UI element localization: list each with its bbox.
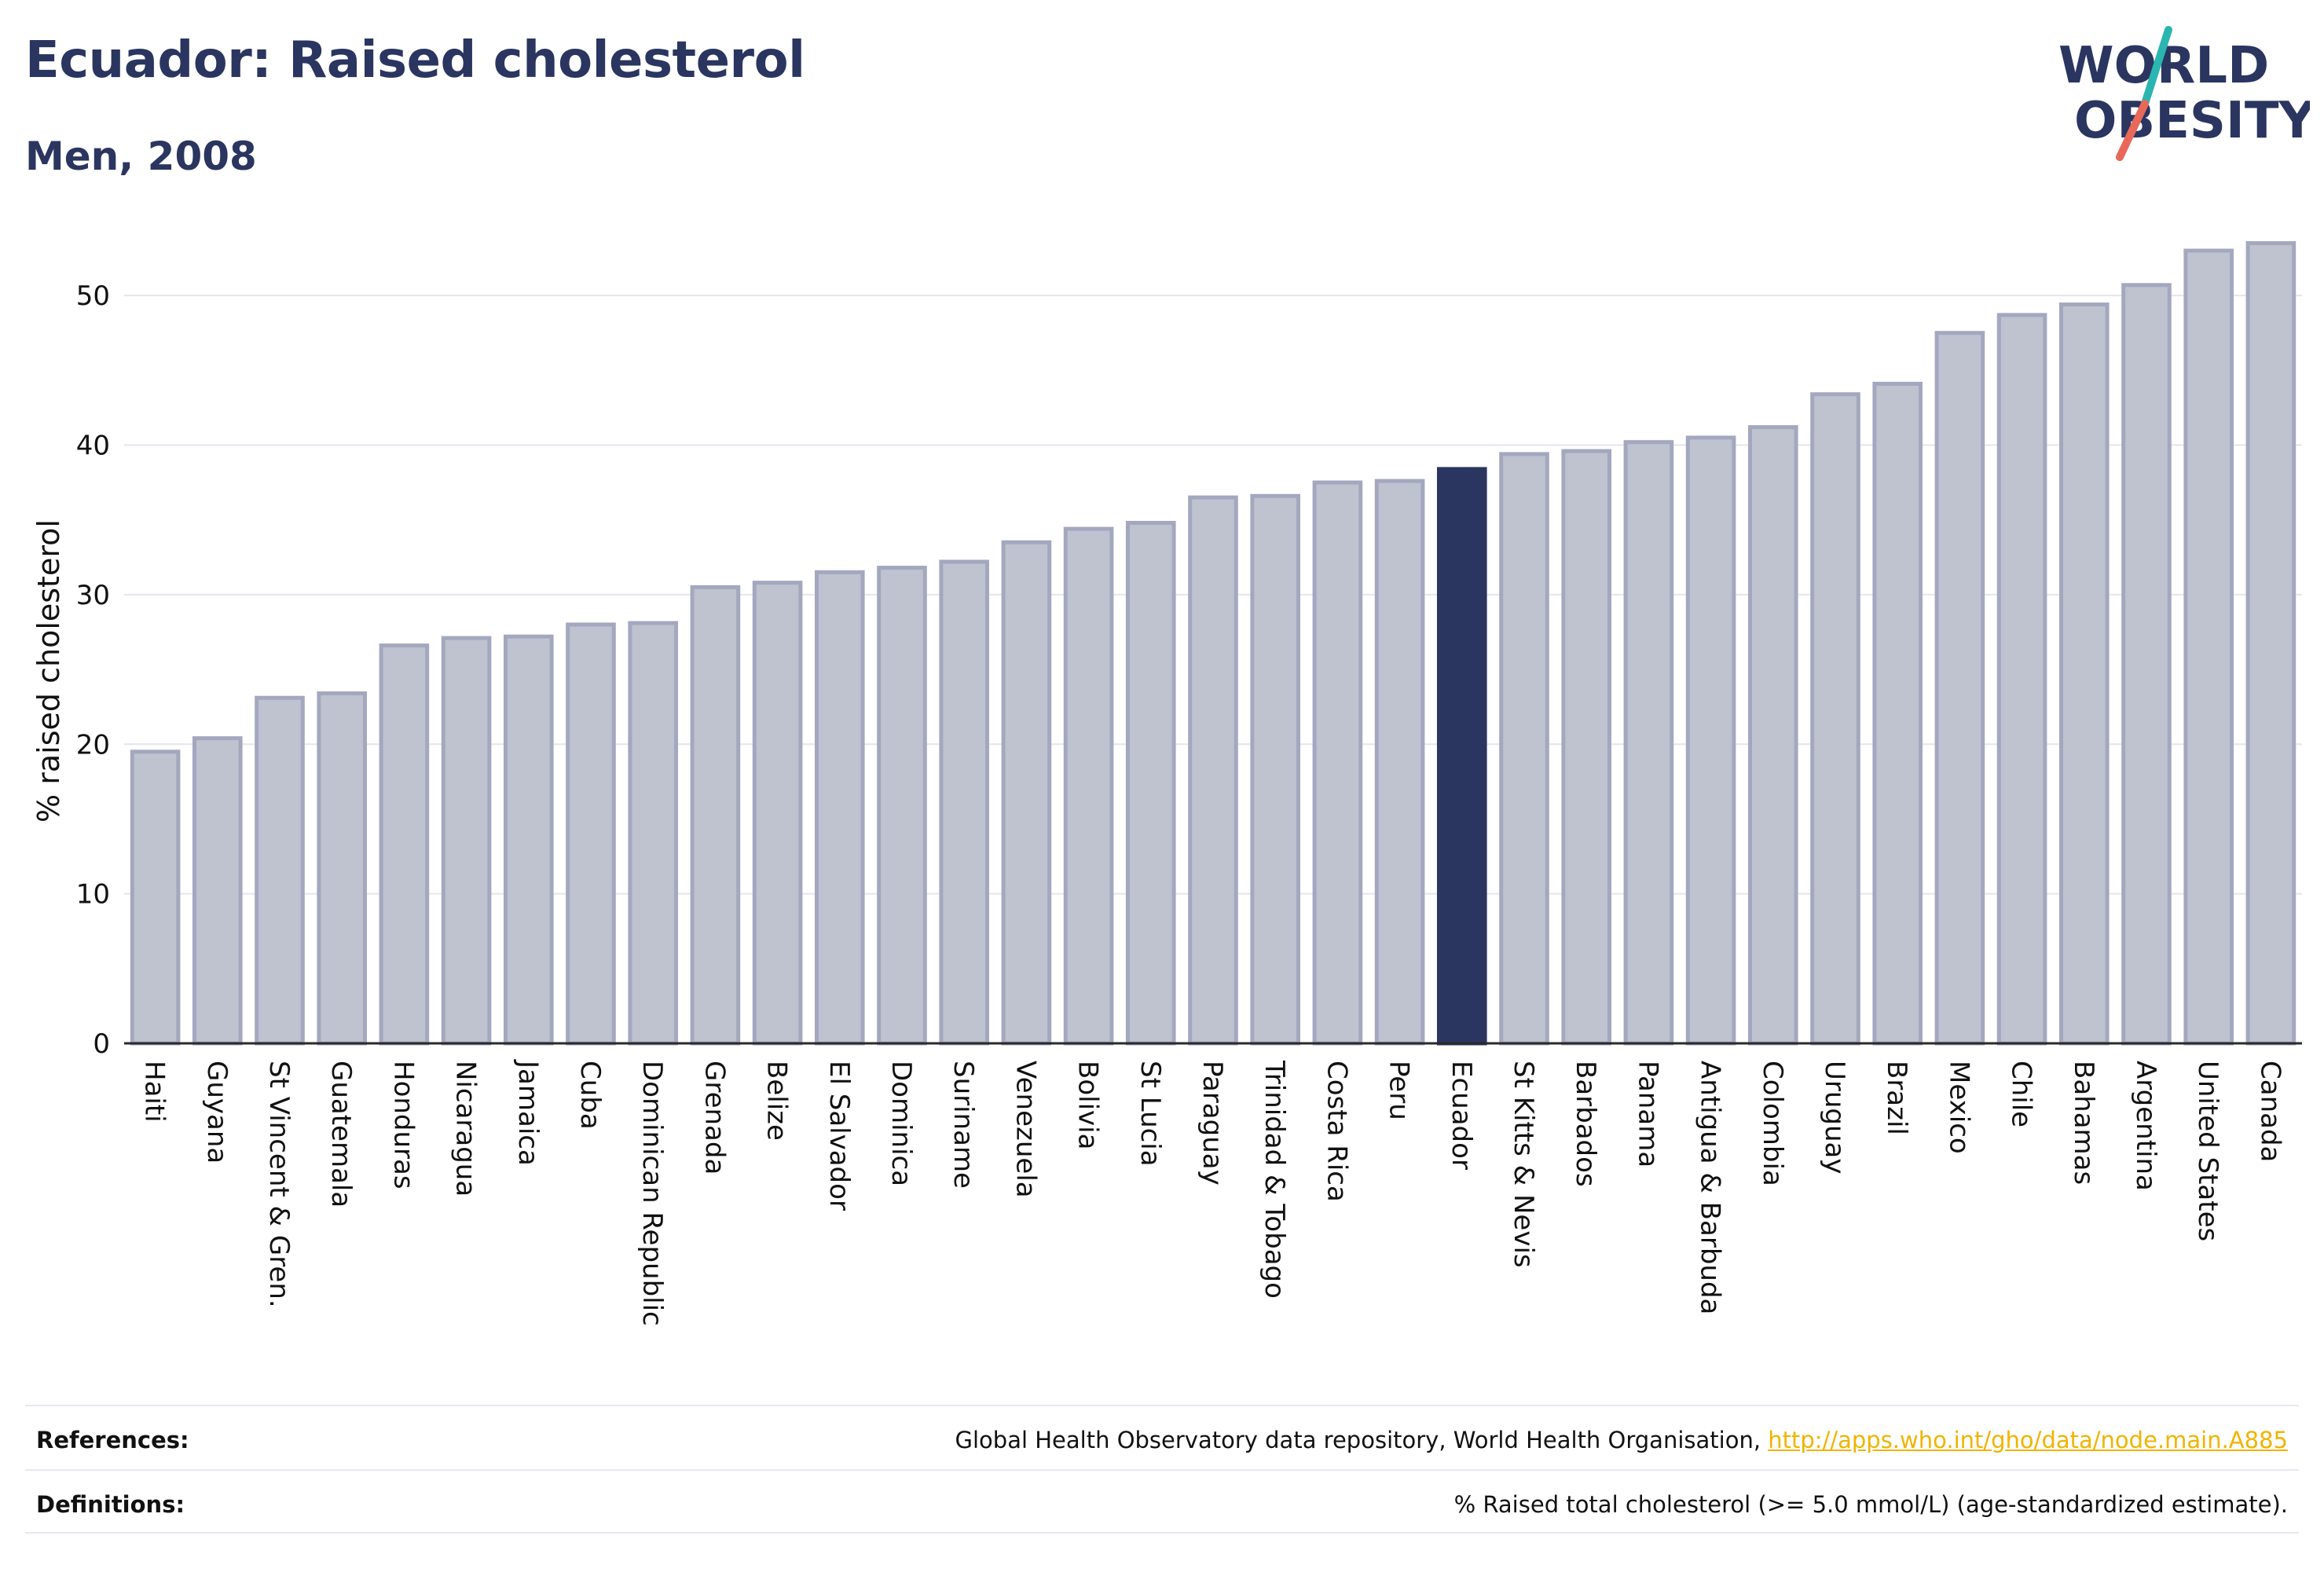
bar-costa-rica	[1312, 480, 1363, 1046]
bar-st-vincent-gren-	[255, 695, 305, 1046]
bar-jamaica	[503, 634, 554, 1046]
x-tick-label: Paraguay	[1197, 1061, 1228, 1186]
footer-divider-middle	[25, 1469, 2299, 1471]
y-tick-label: 50	[76, 280, 110, 312]
x-tick-label: Guyana	[201, 1061, 233, 1164]
bar-venezuela	[1001, 540, 1052, 1046]
bar-belize	[752, 581, 803, 1046]
chart-subtitle: Men, 2008	[25, 134, 257, 179]
bar-panama	[1623, 440, 1674, 1046]
bar-antigua-barbuda	[1685, 435, 1736, 1046]
x-tick-label: St Lucia	[1135, 1061, 1166, 1167]
y-tick-label: 10	[76, 879, 110, 911]
definitions-label: Definitions:	[36, 1491, 185, 1518]
bar-dominican-republic	[628, 621, 679, 1046]
bar-st-lucia	[1125, 521, 1176, 1046]
bar-el-salvador	[814, 570, 865, 1046]
bar-grenada	[690, 585, 741, 1046]
logo-slash-teal	[2141, 26, 2172, 108]
bar-ecuador	[1436, 467, 1487, 1046]
bar-bolivia	[1063, 526, 1114, 1046]
references-source: Global Health Observatory data repositor…	[955, 1427, 1761, 1453]
y-axis-title: % raised cholesterol	[31, 519, 66, 823]
x-tick-label: St Vincent & Gren.	[263, 1061, 295, 1308]
bars	[130, 241, 2297, 1046]
y-tick-label: 20	[76, 729, 110, 761]
x-tick-label: Peru	[1384, 1061, 1415, 1120]
footer-divider-bottom	[25, 1532, 2299, 1534]
x-tick-label: Costa Rica	[1321, 1061, 1352, 1202]
bar-suriname	[939, 559, 990, 1046]
references-label: References:	[36, 1427, 189, 1453]
x-tick-label: Panama	[1632, 1061, 1663, 1167]
x-axis-labels: Haiti Guyana St Vincent & Gren. Guatemala Ho…	[139, 1059, 2286, 1326]
bar-mexico	[1934, 331, 1985, 1046]
x-tick-label: Dominican Republic	[636, 1061, 668, 1326]
y-tick-label: 30	[76, 580, 110, 611]
x-tick-label: Bahamas	[2068, 1061, 2099, 1185]
bar-guyana	[192, 736, 243, 1046]
x-tick-label: Honduras	[387, 1061, 419, 1189]
x-tick-label: Haiti	[139, 1061, 170, 1123]
logo-word-obesity: OBESITY	[2074, 92, 2310, 150]
definitions-text: % Raised total cholesterol (>= 5.0 mmol/…	[1453, 1491, 2288, 1518]
footer-divider-top	[25, 1405, 2299, 1406]
world-obesity-logo: WORLD OBESITY	[2058, 26, 2310, 161]
bar-cuba	[566, 622, 616, 1046]
bar-united-states	[2183, 248, 2234, 1046]
x-tick-label: Canada	[2254, 1061, 2286, 1162]
bar-argentina	[2121, 283, 2172, 1046]
x-tick-label: Mexico	[1943, 1061, 1974, 1154]
bar-uruguay	[1810, 392, 1860, 1046]
bar-canada	[2245, 241, 2297, 1046]
x-tick-label: Trinidad & Tobago	[1259, 1060, 1290, 1299]
x-tick-label: Brazil	[1881, 1061, 1912, 1135]
x-tick-label: Suriname	[948, 1061, 979, 1189]
references-link[interactable]: http://apps.who.int/gho/data/node.main.A…	[1768, 1427, 2288, 1453]
bar-bahamas	[2058, 302, 2110, 1046]
bar-trinidad-tobago	[1250, 493, 1301, 1046]
y-axis-ticks: 0 10 20 30 40 50	[76, 280, 110, 1060]
x-tick-label: Grenada	[698, 1061, 730, 1175]
x-tick-label: United States	[2192, 1061, 2223, 1241]
x-tick-label: El Salvador	[823, 1061, 855, 1211]
x-tick-label: Antigua & Barbuda	[1695, 1061, 1726, 1314]
bar-nicaragua	[441, 636, 492, 1046]
bar-chart: 0 10 20 30 40 50 Haiti Guyana St Vincent & Gren…	[31, 241, 2302, 1326]
bar-brazil	[1872, 381, 1923, 1046]
x-tick-label: Nicaragua	[450, 1061, 482, 1197]
x-tick-label: Cuba	[574, 1061, 606, 1130]
x-tick-label: Jamaica	[512, 1059, 544, 1166]
bar-st-kitts-nevis	[1499, 452, 1549, 1046]
x-tick-label: Colombia	[1757, 1061, 1788, 1186]
chart-title: Ecuador: Raised cholesterol	[25, 31, 805, 90]
bar-guatemala	[317, 691, 368, 1046]
x-tick-label: Chile	[2006, 1061, 2037, 1127]
y-tick-label: 0	[93, 1028, 110, 1060]
bar-chile	[1996, 313, 2047, 1046]
bar-peru	[1374, 478, 1425, 1046]
bar-honduras	[379, 643, 430, 1046]
bar-colombia	[1747, 425, 1798, 1046]
bar-dominica	[877, 566, 927, 1046]
x-tick-label: St Kitts & Nevis	[1508, 1061, 1539, 1268]
x-tick-label: Argentina	[2130, 1061, 2161, 1191]
x-tick-label: Guatemala	[325, 1061, 357, 1208]
x-tick-label: Ecuador	[1446, 1061, 1477, 1170]
logo-slash-coral	[2116, 100, 2149, 161]
x-tick-label: Uruguay	[1819, 1061, 1850, 1175]
x-tick-label: Belize	[761, 1061, 793, 1141]
x-tick-label: Dominica	[885, 1061, 917, 1186]
references-text: Global Health Observatory data repositor…	[955, 1427, 2288, 1453]
x-tick-label: Venezuela	[1010, 1061, 1041, 1198]
bar-haiti	[130, 750, 181, 1046]
x-tick-label: Barbados	[1570, 1061, 1601, 1187]
bar-paraguay	[1188, 495, 1238, 1046]
y-tick-label: 40	[76, 431, 110, 462]
x-tick-label: Bolivia	[1072, 1061, 1104, 1149]
bar-barbados	[1561, 449, 1612, 1046]
